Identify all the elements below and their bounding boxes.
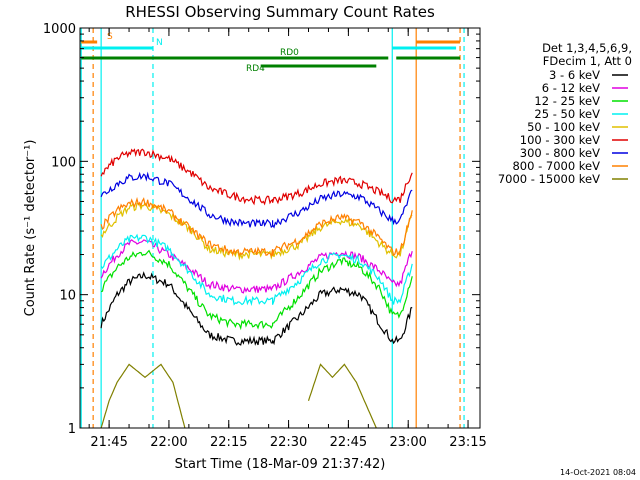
- y-tick-label-2: 100: [51, 155, 76, 170]
- chart-title: RHESSI Observing Summary Count Rates: [125, 3, 435, 21]
- series-line-8-0: [100, 363, 186, 429]
- y-axis-label: Count Rate (s⁻¹ detector⁻¹): [23, 140, 38, 317]
- series-line-8-1: [307, 363, 377, 429]
- legend-header-1: FDecim 1, Att 0: [543, 54, 632, 68]
- y-tick-label-1: 10: [59, 289, 76, 304]
- flag-label-n: N: [156, 38, 163, 48]
- y-tick-label-0: 1: [68, 422, 76, 437]
- y-axis: 1 10 100 1000: [43, 22, 480, 437]
- footer-timestamp: 14-Oct-2021 08:04: [560, 468, 636, 477]
- legend-label-4: 50 - 100 keV: [527, 120, 600, 134]
- series-lines: [100, 148, 413, 429]
- x-tick-label-6: 23:15: [449, 435, 486, 450]
- x-tick-label-2: 22:15: [210, 435, 247, 450]
- vertical-markers: [80, 28, 465, 428]
- flag-label-rd0: RD0: [280, 48, 299, 58]
- legend-label-2: 12 - 25 keV: [534, 94, 600, 108]
- x-axis-label: Start Time (18-Mar-09 21:37:42): [175, 457, 386, 472]
- series-line-0-0: [100, 271, 413, 346]
- y-tick-label-3: 1000: [43, 22, 76, 37]
- x-tick-label-5: 23:00: [389, 435, 426, 450]
- flag-label-s: S: [107, 32, 113, 42]
- legend-label-0: 3 - 6 keV: [549, 68, 600, 82]
- series-line-2-0: [100, 249, 413, 331]
- x-tick-label-3: 22:30: [270, 435, 307, 450]
- series-line-5-0: [100, 148, 413, 206]
- x-tick-label-4: 22:45: [330, 435, 367, 450]
- legend-label-6: 300 - 800 keV: [520, 146, 600, 160]
- series-line-1-0: [100, 239, 413, 294]
- x-axis: 21:45 22:00 22:15 22:30 22:45 23:00 23:15: [88, 28, 487, 450]
- series-line-6-0: [100, 171, 413, 229]
- series-line-3-0: [100, 233, 413, 307]
- x-tick-label-1: 22:00: [150, 435, 187, 450]
- legend-header-0: Det 1,3,4,5,6,9,: [542, 41, 632, 55]
- plot-frame: [79, 27, 481, 429]
- legend-label-3: 25 - 50 keV: [534, 107, 600, 121]
- flag-bars: S N RD0 RD4: [81, 32, 461, 74]
- legend-label-1: 6 - 12 keV: [542, 81, 600, 95]
- legend-label-5: 100 - 300 keV: [520, 133, 600, 147]
- legend: Det 1,3,4,5,6,9,FDecim 1, Att 03 - 6 keV…: [498, 41, 632, 186]
- legend-label-8: 7000 - 15000 keV: [498, 172, 600, 186]
- series-line-7-0: [100, 196, 413, 258]
- x-tick-label-0: 21:45: [90, 435, 127, 450]
- flag-label-rd4: RD4: [246, 64, 265, 74]
- legend-label-7: 800 - 7000 keV: [512, 159, 600, 173]
